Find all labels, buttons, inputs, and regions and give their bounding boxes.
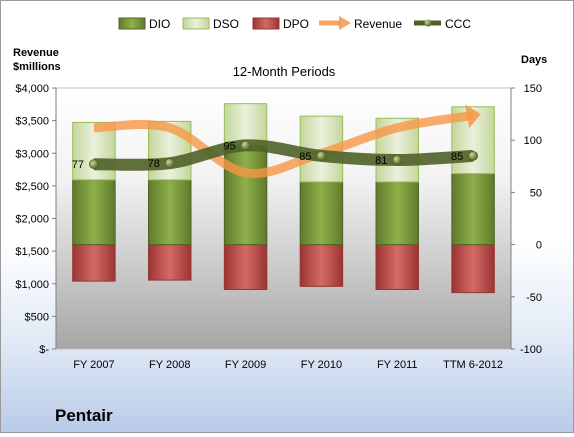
right-axis-tick-label: 150 bbox=[524, 83, 542, 95]
left-axis-tick-label: $500 bbox=[25, 311, 49, 323]
plot-area bbox=[55, 87, 512, 350]
left-axis-title-line1: Revenue bbox=[13, 47, 59, 59]
revenue-arrowhead bbox=[465, 104, 481, 129]
bar-dpo bbox=[299, 244, 344, 287]
bar-dio bbox=[148, 179, 192, 246]
category-label: FY 2009 bbox=[225, 359, 266, 371]
bar-dio bbox=[223, 144, 268, 246]
right-axis-tick-label: -100 bbox=[520, 344, 542, 356]
company-name: Pentair bbox=[55, 406, 113, 425]
category-label: FY 2011 bbox=[377, 359, 418, 371]
legend-label-ccc: CCC bbox=[445, 17, 471, 31]
ccc-point bbox=[164, 158, 175, 169]
bar-dio bbox=[451, 173, 495, 246]
legend-swatch-revenue-head bbox=[339, 16, 351, 30]
left-axis-ticks: $- $500 $1,000 $1,500 $2,000 $2,500 $3,000 $3,5… bbox=[15, 83, 57, 356]
left-axis-tick-label: $4,000 bbox=[15, 83, 49, 95]
right-axis-tick-label: -50 bbox=[526, 292, 542, 304]
legend-label-dpo: DPO bbox=[283, 17, 309, 31]
left-axis-title-line2: $millions bbox=[13, 61, 61, 73]
legend: DIO DSO DPO Revenue CCC bbox=[118, 16, 471, 31]
right-axis-ticks: -100 -50 0 50 100 150 bbox=[510, 83, 542, 356]
legend-label-revenue: Revenue bbox=[354, 17, 402, 31]
ccc-point bbox=[316, 150, 327, 161]
legend-label-dio: DIO bbox=[149, 17, 170, 31]
category-label: FY 2008 bbox=[149, 359, 190, 371]
category-labels: FY 2007 FY 2008 FY 2009 FY 2010 FY 2011 TTM 6… bbox=[73, 359, 503, 371]
bar-dio bbox=[72, 179, 116, 246]
right-axis-tick-label: 100 bbox=[524, 135, 542, 147]
legend-swatch-dio bbox=[118, 17, 146, 30]
ccc-layer: 77 78 95 85 81 85 bbox=[72, 139, 478, 171]
ccc-data-label: 95 bbox=[223, 140, 235, 152]
category-label: FY 2010 bbox=[301, 359, 342, 371]
ccc-point bbox=[468, 150, 478, 161]
left-axis-tick-label: $2,000 bbox=[15, 214, 49, 226]
chart-title: 12-Month Periods bbox=[233, 64, 336, 79]
legend-swatch-ccc-marker bbox=[424, 19, 432, 27]
left-axis-tick-label: $1,000 bbox=[15, 279, 49, 291]
left-axis-tick-label: $3,000 bbox=[15, 148, 49, 160]
ccc-point bbox=[392, 155, 403, 165]
left-axis-tick-label: $1,500 bbox=[15, 246, 49, 258]
legend-swatch-dpo bbox=[252, 17, 280, 30]
right-axis-tick-label: 50 bbox=[530, 187, 542, 199]
bar-dpo bbox=[375, 244, 419, 290]
ccc-data-label: 85 bbox=[451, 151, 463, 163]
revenue-layer bbox=[93, 104, 481, 179]
bar-dio bbox=[375, 181, 419, 246]
legend-label-dso: DSO bbox=[213, 17, 239, 31]
ccc-data-label: 78 bbox=[148, 158, 160, 170]
left-axis-tick-label: $3,500 bbox=[15, 116, 49, 128]
bar-dpo bbox=[223, 244, 268, 290]
right-axis-title: Days bbox=[521, 54, 547, 66]
left-axis-tick-label: $2,500 bbox=[15, 181, 49, 193]
bar-dso bbox=[223, 103, 268, 146]
category-label: FY 2007 bbox=[73, 359, 114, 371]
right-axis-tick-label: 0 bbox=[536, 240, 542, 252]
ccc-point bbox=[240, 140, 251, 151]
bar-dpo bbox=[148, 244, 192, 281]
ccc-line bbox=[93, 139, 474, 171]
ccc-data-label: 77 bbox=[72, 159, 84, 171]
category-label: TTM 6-2012 bbox=[443, 359, 503, 371]
ccc-data-label: 81 bbox=[375, 155, 387, 167]
bar-dio bbox=[299, 181, 344, 246]
left-axis-tick-label: $- bbox=[39, 344, 49, 356]
legend-swatch-dso bbox=[182, 17, 210, 30]
bar-dpo bbox=[72, 244, 116, 282]
bar-dpo bbox=[451, 244, 495, 294]
revenue-line bbox=[93, 110, 474, 179]
ccc-data-label: 85 bbox=[299, 151, 311, 163]
ccc-point bbox=[89, 159, 99, 170]
